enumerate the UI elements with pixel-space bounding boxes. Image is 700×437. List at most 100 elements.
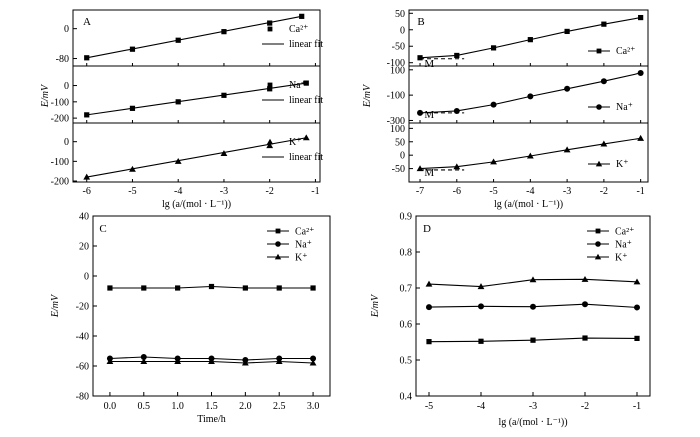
panel-D-data-point: [530, 303, 536, 310]
panel-C-data-point: [275, 358, 283, 365]
panel-A-xtick-label: -6: [83, 186, 91, 197]
panel-D-data-point: [582, 301, 588, 308]
panel-B-subplot-2-data-point: [526, 152, 534, 159]
panel-D-ytick-label: 0.5: [400, 356, 413, 367]
panel-D-data-point: [426, 304, 432, 311]
panel-A-subplot-2-ytick-label: 0: [64, 137, 69, 148]
panel-B-subplot-2-data-point: [453, 163, 461, 170]
panel-C-data-point: [140, 358, 148, 365]
panel-B-subplot-2-legend-marker: [595, 160, 603, 167]
panel-D-ytick-label: 0.6: [400, 320, 413, 331]
panel-D-xtick-label: -3: [529, 401, 537, 412]
panel-A-subplot-1-data-point: [84, 112, 90, 118]
panel-D-data-point: [478, 338, 484, 344]
panel-C-ytick-label: 40: [79, 212, 89, 223]
panel-B-xtick-label: -3: [563, 186, 571, 197]
panel-B-subplot-0-ytick-label: -50: [392, 42, 405, 53]
panel-C-ytick-label: -80: [76, 392, 89, 403]
panel-C-legend-label: K⁺: [295, 253, 308, 264]
panel-A-subplot-0-legend-label: Ca²⁺: [289, 24, 308, 35]
panel-C-data-point: [141, 285, 147, 291]
panel-B-subplot-2-data-point: [637, 134, 645, 141]
panel-A-subplot-1-ytick-label: -100: [51, 97, 69, 108]
panel-B-subplot-2-data-point: [563, 146, 571, 153]
panel-A-xtick-label: -2: [266, 186, 274, 197]
panel-C-ytick-label: -40: [76, 332, 89, 343]
panel-A-subplot-0-legend-fit-label: linear fit: [289, 39, 323, 50]
panel-C-data-point: [107, 285, 113, 291]
panel-A-y-axis-label: E/mV: [40, 83, 51, 108]
panel-D-data-point: [633, 278, 641, 285]
panel-A-subplot-1-data-point: [303, 80, 309, 86]
panel-D-y-axis-label: E/mV: [370, 293, 381, 318]
panel-A-subplot-1-legend-marker: [267, 82, 273, 88]
panel-D-xtick-label: -5: [425, 401, 433, 412]
panel-A-label: A: [83, 16, 91, 28]
panel-A-subplot-1-legend-fit-label: linear fit: [289, 95, 323, 106]
panel-B-subplot-1-data-point: [453, 107, 460, 114]
panel-B-subplot-1-legend-label: Na⁺: [616, 102, 633, 113]
panel-B-subplot-1-data-point: [490, 101, 497, 108]
panel-C-xtick-label: 0.5: [138, 401, 151, 412]
panel-B-subplot-2-data-point: [416, 165, 424, 172]
panel-C-ytick-label: -60: [76, 362, 89, 373]
panel-B-xtick-label: -2: [600, 186, 608, 197]
panel-C-xtick-label: 1.0: [171, 401, 184, 412]
panel-B-xtick-label: -7: [416, 186, 424, 197]
panel-A-subplot-1-data-point: [221, 92, 227, 98]
panel-B-subplot-1-legend-marker: [596, 104, 602, 110]
panel-D-data-point: [478, 303, 484, 310]
panel-B-subplot-0-ytick-label: 50: [395, 9, 405, 20]
panel-B-subplot-0-ytick-label: -100: [387, 58, 405, 69]
panel-B-subplot-0-data-point: [454, 52, 460, 59]
panel-A-subplot-2-legend-fit-label: linear fit: [289, 152, 323, 163]
panel-D-xtick-label: -4: [477, 401, 485, 412]
panel-C-data-point: [310, 355, 317, 362]
panel-D-ytick-label: 0.7: [400, 284, 413, 295]
panel-B-xtick-label: -6: [453, 186, 461, 197]
panel-C-legend-marker: [275, 241, 281, 247]
panel-B-y-axis-label: E/mV: [362, 83, 373, 108]
panel-B-subplot-1-ytick-label: 100: [390, 65, 405, 76]
panel-A-subplot-2-ytick-label: -100: [51, 157, 69, 168]
panel-A-subplot-0-linear-fit: [86, 15, 302, 59]
panel-C-x-axis-label: Time/h: [197, 414, 226, 425]
panel-C-legend-label: Na⁺: [295, 240, 312, 251]
panel-B-subplot-0-data-point: [601, 21, 607, 27]
panel-B-subplot-0-data-point: [564, 28, 570, 35]
panel-C-data-point: [276, 285, 282, 291]
panel-A-subplot-2-data-point: [174, 157, 182, 164]
panel-D-xtick-label: -1: [633, 401, 641, 412]
panel-A-subplot-1-ytick-label: -200: [51, 114, 69, 125]
panel-C-data-point: [241, 359, 249, 366]
panel-B-subplot-2-ytick-label: 0: [400, 151, 405, 162]
panel-D-xtick-label: -2: [581, 401, 589, 412]
panel-D-legend-label: Na⁺: [615, 240, 632, 251]
panel-D-legend-label: Ca²⁺: [615, 227, 634, 238]
panel-C-data-point: [175, 285, 181, 291]
panel-D-ytick-label: 0.4: [400, 392, 413, 403]
panel-D-legend-marker: [594, 253, 602, 260]
panel-B-subplot-0-data-point: [490, 45, 497, 51]
panel-C-xtick-label: 2.0: [239, 401, 252, 412]
panel-A-subplot-1-data-point: [267, 86, 273, 92]
panel-A-subplot-0-legend-marker: [267, 26, 273, 32]
panel-A-subplot-1-linear-fit: [86, 82, 307, 116]
panel-B-subplot-2-ytick-label: -50: [392, 164, 405, 175]
panel-A-subplot-0-data-point: [221, 29, 227, 35]
panel-C-ytick-label: 0: [84, 272, 89, 283]
panel-A-subplot-2-ytick-label: -200: [51, 177, 69, 188]
panel-A-subplot-0-data-point: [267, 20, 273, 26]
panel-D-legend-marker: [595, 228, 601, 234]
panel-A-subplot-2-legend-marker: [266, 138, 274, 145]
panel-C-xtick-label: 3.0: [307, 401, 320, 412]
panel-B-xtick-label: -5: [489, 186, 497, 197]
panel-B-subplot-1-ytick-label: -100: [387, 91, 405, 102]
panel-A-xtick-label: -1: [311, 186, 319, 197]
panel-C-data-point: [140, 354, 147, 360]
panel-D-ytick-label: 0.9: [400, 212, 413, 223]
panel-A-subplot-2-data-point: [302, 134, 310, 141]
panel-A-subplot-0-frame: [72, 9, 321, 67]
panel-A-x-axis-label: lg (a/(mol · L⁻¹)): [162, 199, 231, 210]
